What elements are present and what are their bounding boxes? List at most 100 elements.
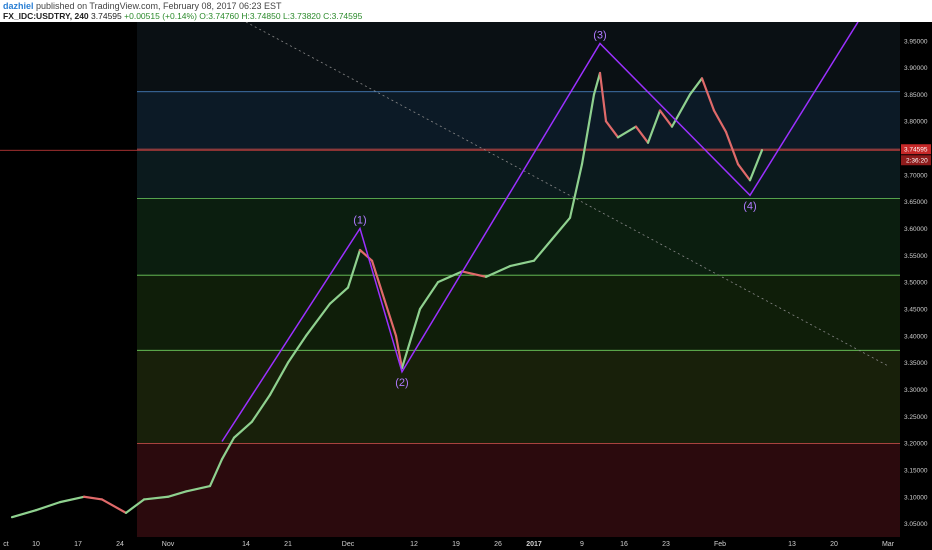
x-tick-label: 12: [410, 541, 418, 548]
x-tick-label: Feb: [714, 541, 726, 548]
price-segment: [580, 93, 596, 166]
price-segment: [460, 270, 488, 278]
price-segment: [646, 109, 662, 144]
price-segment: [658, 109, 674, 128]
last-price: 3.74595: [91, 11, 122, 21]
price-segment: [304, 302, 332, 337]
x-tick-label: 23: [662, 541, 670, 548]
dotted-trendline: [245, 22, 889, 367]
price-segment: [346, 248, 362, 289]
price-segment: [394, 334, 404, 370]
wave-label: (1): [353, 215, 366, 227]
y-tick-label: 3.10000: [904, 494, 928, 501]
y-tick-label: 3.70000: [904, 172, 928, 179]
y-tick-label: 3.80000: [904, 119, 928, 126]
x-tick-label: 19: [452, 541, 460, 548]
timer-badge-value: 2:36:20: [906, 158, 928, 165]
chart-header: dazhiel published on TradingView.com, Fe…: [0, 0, 932, 22]
symbol-line: FX_IDC:USDTRY, 240 3.74595 +0.00515 (+0.…: [3, 11, 362, 21]
fib-levels: [0, 91, 900, 445]
x-tick-label: 9: [580, 541, 584, 548]
y-tick-label: 3.20000: [904, 441, 928, 448]
symbol-name: FX_IDC:USDTRY, 240: [3, 11, 89, 21]
price-segment: [370, 259, 386, 300]
fib-zone: [0, 443, 900, 537]
price-segment: [358, 248, 374, 262]
y-tick-label: 3.45000: [904, 307, 928, 314]
x-axis-bg: [0, 537, 932, 550]
wave-labels: (1) (2) (3) (4): [353, 29, 756, 388]
price-segment: [400, 307, 422, 370]
price-segment: [568, 163, 584, 219]
price-segment: [10, 509, 38, 519]
x-tick-label: 14: [242, 541, 250, 548]
x-tick-label: 26: [494, 541, 502, 548]
fib-zone: [0, 275, 900, 351]
price-segment: [232, 420, 254, 439]
x-tick-label: ct: [3, 541, 9, 548]
price-segment: [508, 259, 536, 268]
price-change: +0.00515 (+0.14%): [124, 11, 197, 21]
ohlc-values: O:3.74760 H:3.74850 L:3.73820 C:3.74595: [199, 11, 363, 21]
x-tick-label: 20: [830, 541, 838, 548]
y-tick-label: 3.85000: [904, 92, 928, 99]
y-tick-label: 3.05000: [904, 521, 928, 528]
trendline: [245, 22, 889, 367]
x-tick-label: 13: [788, 541, 796, 548]
y-tick-label: 3.15000: [904, 467, 928, 474]
price-segment: [250, 393, 272, 423]
price-segment: [268, 361, 290, 396]
price-segment: [166, 490, 188, 498]
price-segment: [532, 238, 554, 262]
price-segment: [124, 498, 146, 514]
x-axis[interactable]: ct 10 17 24 Nov 14 21 Dec 12 19 26 2017 9 16 23 Feb 13 20…: [0, 537, 932, 550]
price-segment: [748, 149, 764, 182]
fib-zone: [0, 350, 900, 444]
price-segment: [634, 125, 650, 144]
wave-label: (2): [395, 377, 408, 389]
publish-info: published on TradingView.com, February 0…: [36, 1, 282, 11]
price-chart[interactable]: (1) (2) (3) (4) 3.95000 3.90000 3.85000 3.8000…: [0, 22, 932, 550]
price-segment: [382, 297, 398, 337]
fib-zone: [0, 149, 900, 199]
price-segment: [418, 281, 440, 311]
x-tick-label: Nov: [162, 541, 175, 548]
price-segment: [220, 436, 236, 461]
x-tick-label: Dec: [342, 541, 355, 548]
price-segment: [598, 71, 608, 123]
x-tick-label: 10: [32, 541, 40, 548]
pre-range-shade: [0, 22, 137, 537]
price-segment: [484, 264, 512, 278]
y-tick-label: 3.65000: [904, 199, 928, 206]
price-series: [10, 71, 764, 519]
price-segment: [688, 77, 704, 96]
price-segment: [82, 495, 104, 501]
y-axis[interactable]: 3.950003.900003.850003.800003.750003.700…: [900, 22, 932, 550]
y-tick-label: 3.55000: [904, 253, 928, 260]
x-tick-label: Mar: [882, 541, 895, 548]
x-tick-label: 21: [284, 541, 292, 548]
y-tick-label: 3.25000: [904, 414, 928, 421]
price-segment: [736, 163, 752, 182]
author-name[interactable]: dazhiel: [3, 1, 34, 11]
x-tick-label: 16: [620, 541, 628, 548]
y-tick-label: 3.35000: [904, 360, 928, 367]
timer-badge-bg: [901, 155, 931, 166]
price-segment: [142, 495, 170, 501]
price-segment: [670, 93, 692, 128]
price-segment: [700, 77, 716, 112]
price-segment: [58, 495, 86, 504]
x-tick-label: 24: [116, 541, 124, 548]
price-segment: [286, 334, 308, 364]
wave-path: [221, 22, 859, 442]
price-segment: [592, 71, 602, 96]
fib-zone: [0, 198, 900, 276]
price-segment: [604, 120, 620, 139]
price-badge-bg: [901, 144, 931, 155]
y-axis-bg: [900, 22, 932, 550]
y-tick-label: 3.95000: [904, 38, 928, 45]
price-segment: [616, 125, 638, 139]
y-tick-label: 3.60000: [904, 226, 928, 233]
fib-zone: [0, 22, 900, 92]
price-segment: [100, 498, 128, 514]
